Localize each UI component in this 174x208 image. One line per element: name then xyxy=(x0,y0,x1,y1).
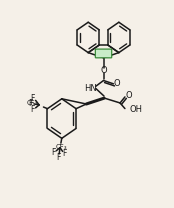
Text: O: O xyxy=(113,79,120,88)
Text: F: F xyxy=(30,94,35,103)
FancyBboxPatch shape xyxy=(95,49,112,58)
Text: F: F xyxy=(56,153,61,162)
Text: O: O xyxy=(125,91,132,100)
Text: F: F xyxy=(29,99,33,108)
Text: OH: OH xyxy=(129,105,142,114)
Text: CF₃: CF₃ xyxy=(55,144,67,150)
Text: F: F xyxy=(62,149,67,158)
Text: F: F xyxy=(30,105,35,114)
Text: F: F xyxy=(51,148,55,157)
Text: Abs: Abs xyxy=(97,50,110,56)
Text: HN: HN xyxy=(84,84,97,93)
Text: CF₃: CF₃ xyxy=(27,100,38,106)
Text: O: O xyxy=(100,66,107,75)
